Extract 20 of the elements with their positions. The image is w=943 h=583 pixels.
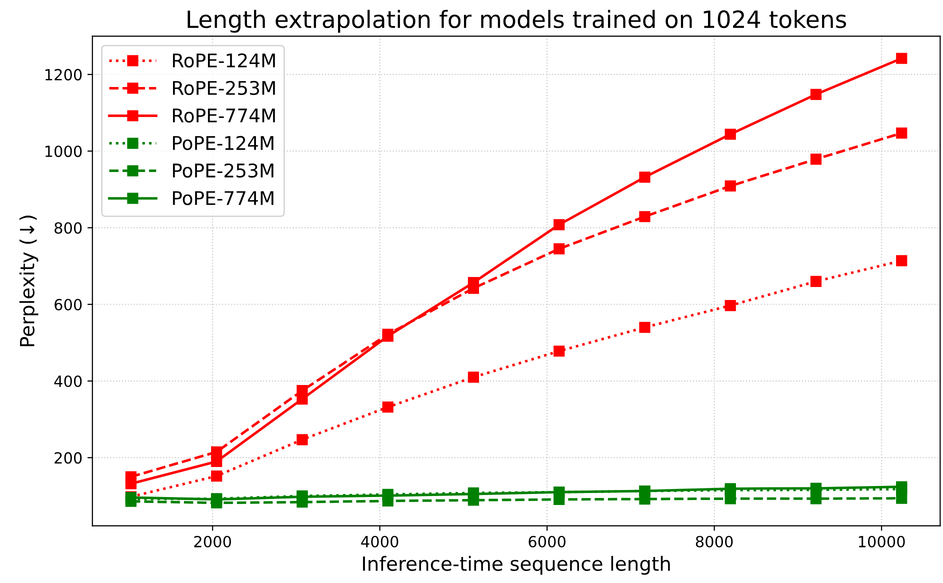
y-tick-label: 400 xyxy=(54,375,82,388)
y-tick-label: 600 xyxy=(54,298,82,310)
legend-label: PoPE-774M xyxy=(173,191,274,206)
y-tick-label: 200 xyxy=(54,452,82,464)
chart-title: Length extrapolation for models trained on 1024 tokens xyxy=(188,10,846,33)
x-axis-title: Inference-time sequence length xyxy=(363,556,670,575)
x-tick-label: 4000 xyxy=(361,536,398,548)
x-tick-label: 10000 xyxy=(858,536,905,548)
y-tick-label: 800 xyxy=(54,222,82,234)
legend-label: RoPE-124M xyxy=(173,53,275,68)
y-tick-label: 1000 xyxy=(45,146,82,158)
y-axis-title: Perplexity (↓) xyxy=(19,216,38,346)
y-tick-label: 1200 xyxy=(45,68,82,80)
x-tick-label: 6000 xyxy=(528,536,566,548)
legend-label: PoPE-124M xyxy=(173,136,274,150)
legend-label: PoPE-253M xyxy=(173,163,274,178)
x-tick-label: 2000 xyxy=(194,536,232,548)
x-tick-label: 8000 xyxy=(696,536,733,548)
legend-label: RoPE-774M xyxy=(173,108,275,123)
legend-label: RoPE-253M xyxy=(173,80,275,96)
